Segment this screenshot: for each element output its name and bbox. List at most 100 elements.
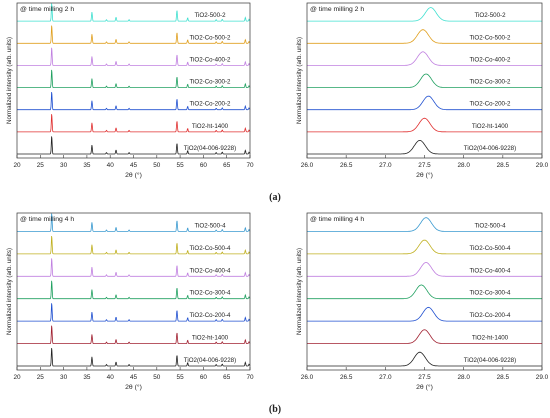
x-axis-label: 2θ (°) bbox=[125, 383, 142, 391]
x-tick-label: 65 bbox=[223, 162, 231, 169]
series-line-4 bbox=[307, 284, 542, 300]
series-line-1 bbox=[307, 7, 542, 22]
series-line-3 bbox=[307, 51, 542, 66]
x-tick-label: 50 bbox=[153, 374, 161, 381]
series-label: TiO2-Co-200-2 bbox=[469, 101, 511, 108]
series-line-3 bbox=[17, 47, 251, 66]
milling-time-annotation: @ time milling 2 h bbox=[20, 6, 74, 13]
series-line-7 bbox=[17, 136, 251, 155]
chart-b-left: TiO2-500-4 TiO2-Co-500-4 TiO2-Co-400-4 TiO2… bbox=[6, 212, 254, 391]
series-label: TiO2-Co-200-4 bbox=[189, 312, 231, 319]
series-label: TiO2-Co-400-4 bbox=[469, 267, 511, 274]
series-line-5 bbox=[307, 306, 542, 322]
caption-b: (b) bbox=[269, 404, 281, 415]
chart-a-right: TiO2-500-2 TiO2-Co-500-2 TiO2-Co-400-2 TiO2… bbox=[296, 2, 549, 179]
series-label: TiO2-Co-500-2 bbox=[469, 34, 511, 41]
milling-time-annotation: @ time milling 2 h bbox=[310, 6, 364, 13]
x-axis-label: 2θ (°) bbox=[416, 383, 433, 391]
series-line-2 bbox=[17, 25, 251, 44]
x-tick-label: 27.0 bbox=[379, 374, 392, 381]
series-line-1 bbox=[307, 217, 542, 232]
series-line-6 bbox=[17, 325, 251, 345]
x-tick-label: 28.0 bbox=[457, 374, 470, 381]
series-label: TiO2-Co-200-2 bbox=[189, 101, 231, 108]
y-axis-label: Normalized intensity (arb. units) bbox=[296, 248, 303, 335]
x-tick-label: 30 bbox=[60, 162, 68, 169]
x-tick-label: 40 bbox=[107, 162, 115, 169]
x-tick-label: 29.0 bbox=[536, 374, 549, 381]
x-tick-label: 28.0 bbox=[457, 162, 470, 169]
series-line-1 bbox=[17, 3, 251, 22]
series-label: TiO2(04-006-9228) bbox=[464, 357, 516, 364]
chart-a-left: TiO2-500-2 TiO2-Co-500-2 TiO2-Co-400-2 TiO2… bbox=[6, 2, 254, 179]
x-tick-label: 55 bbox=[177, 374, 185, 381]
series-line-6 bbox=[17, 114, 251, 133]
series-label: TiO2(04-006-9228) bbox=[464, 145, 516, 152]
series-label: TiO2-500-4 bbox=[194, 222, 226, 229]
x-tick-label: 28.5 bbox=[497, 374, 510, 381]
x-tick-label: 27.0 bbox=[379, 162, 392, 169]
x-tick-label: 25 bbox=[37, 374, 45, 381]
series-label: TiO2-500-4 bbox=[474, 222, 506, 229]
series-line-4 bbox=[17, 69, 251, 88]
y-axis-label: Normalized intensity (arb. units) bbox=[6, 37, 13, 124]
x-tick-label: 35 bbox=[83, 374, 91, 381]
series-line-4 bbox=[307, 73, 542, 88]
series-line-7 bbox=[307, 139, 542, 155]
x-tick-label: 45 bbox=[130, 162, 138, 169]
milling-time-annotation: @ time milling 4 h bbox=[20, 216, 74, 223]
x-tick-label: 30 bbox=[60, 374, 68, 381]
series-label: TiO2-ht-1400 bbox=[192, 335, 229, 342]
x-axis-label: 2θ (°) bbox=[125, 171, 142, 179]
series-line-6 bbox=[307, 117, 542, 133]
y-axis-label: Normalized intensity (arb. units) bbox=[296, 37, 303, 124]
series-label: TiO2-Co-400-4 bbox=[189, 267, 231, 274]
chart-b-right: TiO2-500-4 TiO2-Co-500-4 TiO2-Co-400-4 TiO2… bbox=[296, 212, 549, 391]
x-tick-label: 20 bbox=[13, 374, 21, 381]
series-label: TiO2-Co-300-2 bbox=[189, 79, 231, 86]
x-tick-label: 26.0 bbox=[301, 374, 314, 381]
x-tick-label: 65 bbox=[223, 374, 231, 381]
series-label: TiO2-ht-1400 bbox=[472, 123, 509, 130]
series-line-2 bbox=[307, 29, 542, 44]
x-tick-label: 45 bbox=[130, 374, 138, 381]
x-tick-label: 26.0 bbox=[301, 162, 314, 169]
series-label: TiO2-Co-400-2 bbox=[189, 56, 231, 63]
series-label: TiO2-Co-300-2 bbox=[469, 79, 511, 86]
series-line-5 bbox=[17, 303, 251, 322]
x-axis-label: 2θ (°) bbox=[416, 171, 433, 179]
series-label: TiO2-Co-500-2 bbox=[189, 34, 231, 41]
x-tick-label: 35 bbox=[83, 162, 91, 169]
series-line-5 bbox=[307, 95, 542, 111]
x-tick-label: 60 bbox=[200, 162, 208, 169]
x-tick-label: 20 bbox=[13, 162, 21, 169]
series-label: TiO2-Co-400-2 bbox=[469, 56, 511, 63]
series-label: TiO2-ht-1400 bbox=[472, 335, 509, 342]
series-line-4 bbox=[17, 280, 251, 300]
series-line-7 bbox=[307, 351, 542, 367]
caption-a: (a) bbox=[269, 192, 281, 203]
series-line-5 bbox=[17, 92, 251, 111]
series-label: TiO2-Co-300-4 bbox=[189, 290, 231, 297]
x-tick-label: 27.5 bbox=[418, 374, 431, 381]
series-label: TiO2(04-006-9228) bbox=[184, 357, 236, 364]
series-label: TiO2-Co-200-4 bbox=[469, 312, 511, 319]
x-tick-label: 70 bbox=[246, 374, 254, 381]
x-tick-label: 28.5 bbox=[497, 162, 510, 169]
x-tick-label: 29.0 bbox=[536, 162, 549, 169]
series-label: TiO2(04-006-9228) bbox=[184, 145, 236, 152]
x-tick-label: 50 bbox=[153, 162, 161, 169]
series-line-7 bbox=[17, 348, 251, 367]
x-tick-label: 25 bbox=[37, 162, 45, 169]
series-line-2 bbox=[17, 235, 251, 255]
series-line-6 bbox=[307, 329, 542, 345]
series-label: TiO2-500-2 bbox=[194, 12, 226, 19]
series-label: TiO2-Co-300-4 bbox=[469, 290, 511, 297]
series-label: TiO2-Co-500-4 bbox=[189, 245, 231, 252]
series-label: TiO2-Co-500-4 bbox=[469, 245, 511, 252]
x-tick-label: 27.5 bbox=[418, 162, 431, 169]
series-label: TiO2-ht-1400 bbox=[192, 123, 229, 130]
x-tick-label: 60 bbox=[200, 374, 208, 381]
x-tick-label: 55 bbox=[177, 162, 185, 169]
series-line-1 bbox=[17, 213, 251, 232]
